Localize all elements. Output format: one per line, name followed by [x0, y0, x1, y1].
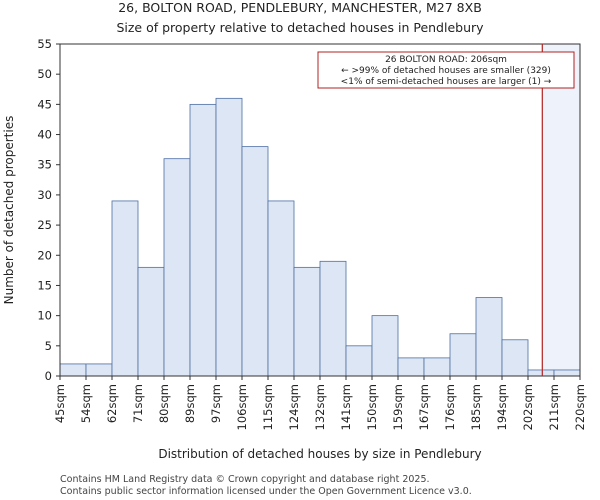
bar-54sqm [85, 363, 113, 377]
x-tick-label: 185sqm [469, 384, 483, 430]
bar-167sqm [423, 357, 451, 377]
bar-176sqm [449, 333, 477, 377]
bar-group [59, 97, 581, 377]
y-tick-label: 35 [37, 158, 52, 172]
x-tick-label: 159sqm [391, 384, 405, 430]
y-tick-label: 45 [37, 97, 52, 111]
x-tick-label: 150sqm [365, 384, 379, 430]
bar-124sqm [293, 266, 321, 377]
y-tick-label: 0 [45, 369, 52, 383]
bar-185sqm [475, 297, 503, 377]
x-tick-label: 167sqm [417, 384, 431, 430]
highlight-region [542, 44, 580, 376]
bar-159sqm [397, 357, 425, 377]
x-tick-label: 124sqm [287, 384, 301, 430]
x-axis-label: Distribution of detached houses by size … [158, 447, 481, 461]
bar-132sqm [319, 260, 347, 377]
y-tick-label: 30 [37, 188, 52, 202]
x-tick-label: 45sqm [53, 384, 67, 423]
y-axis: 0 5 10 15 20 25 30 35 40 45 50 55 [37, 37, 60, 383]
bar-202sqm [527, 369, 555, 377]
x-tick-label: 211sqm [547, 384, 561, 430]
chart-title: 26, BOLTON ROAD, PENDLEBURY, MANCHESTER,… [118, 0, 482, 15]
annotation-line-1: 26 BOLTON ROAD: 206sqm [385, 55, 507, 65]
x-tick-label: 54sqm [79, 384, 93, 423]
bar-115sqm [267, 200, 295, 377]
bar-80sqm [163, 158, 191, 377]
y-axis-label: Number of detached properties [2, 116, 16, 305]
bar-71sqm [137, 266, 165, 377]
x-tick-label: 115sqm [261, 384, 275, 430]
footer-line-2: Contains public sector information licen… [60, 486, 472, 497]
x-tick-label: 220sqm [573, 384, 587, 430]
annotation-frame [317, 51, 575, 89]
x-tick-label: 132sqm [313, 384, 327, 430]
x-tick-label: 89sqm [183, 384, 197, 423]
y-tick-label: 50 [37, 67, 52, 81]
y-tick-label: 20 [37, 248, 52, 262]
y-tick-label: 25 [37, 218, 52, 232]
x-tick-label: 80sqm [157, 384, 171, 423]
x-tick-label: 106sqm [235, 384, 249, 430]
x-tick-label: 194sqm [495, 384, 509, 430]
annotation-line-3: <1% of semi-detached houses are larger (… [341, 77, 552, 87]
y-tick-label: 5 [45, 339, 52, 353]
x-tick-label: 202sqm [521, 384, 535, 430]
y-tick-label: 10 [37, 309, 52, 323]
bar-62sqm [111, 200, 139, 377]
bar-150sqm [371, 315, 399, 377]
bar-89sqm [189, 103, 217, 377]
bar-194sqm [501, 339, 529, 377]
x-tick-label: 176sqm [443, 384, 457, 430]
annotation-line-2: ← >99% of detached houses are smaller (3… [341, 66, 551, 76]
annotation-box: 26 BOLTON ROAD: 206sqm ← >99% of detache… [317, 51, 575, 89]
bar-211sqm [553, 369, 581, 377]
x-axis: 45sqm 54sqm 62sqm 71sqm 80sqm 89sqm 97sqm 106sq… [53, 376, 587, 430]
y-tick-label: 40 [37, 128, 52, 142]
bar-97sqm [215, 97, 243, 377]
x-tick-label: 71sqm [131, 384, 145, 423]
x-tick-label: 97sqm [209, 384, 223, 423]
bar-45sqm [59, 363, 87, 377]
y-tick-label: 15 [37, 278, 52, 292]
chart-subtitle: Size of property relative to detached ho… [116, 20, 484, 35]
bar-106sqm [241, 146, 269, 377]
footer-line-1: Contains HM Land Registry data © Crown c… [60, 474, 430, 485]
x-tick-label: 141sqm [339, 384, 353, 430]
bar-141sqm [345, 345, 373, 377]
x-tick-label: 62sqm [105, 384, 119, 423]
y-tick-label: 55 [37, 37, 52, 51]
